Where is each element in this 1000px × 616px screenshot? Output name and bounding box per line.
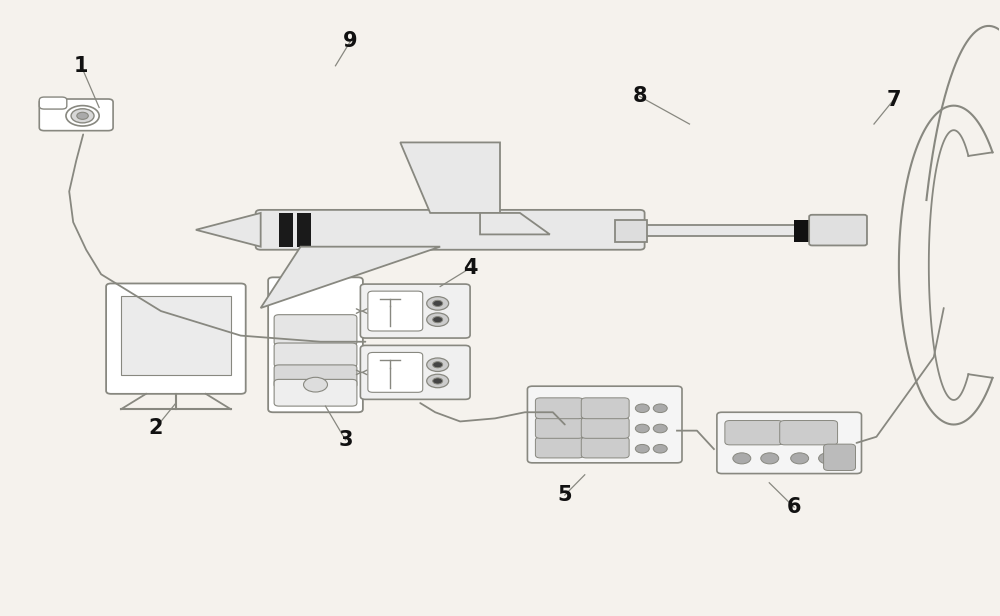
Polygon shape [480, 213, 550, 235]
Text: 8: 8 [632, 86, 647, 107]
FancyBboxPatch shape [360, 284, 470, 338]
Circle shape [433, 378, 443, 384]
Polygon shape [400, 142, 500, 213]
FancyBboxPatch shape [809, 215, 867, 245]
FancyBboxPatch shape [535, 398, 583, 419]
FancyBboxPatch shape [368, 291, 423, 331]
Text: 5: 5 [558, 485, 572, 505]
FancyBboxPatch shape [535, 418, 583, 439]
FancyBboxPatch shape [121, 296, 231, 376]
Polygon shape [261, 246, 440, 308]
Text: 2: 2 [149, 418, 163, 437]
FancyBboxPatch shape [274, 343, 357, 367]
Text: 3: 3 [338, 430, 353, 450]
Circle shape [433, 301, 443, 307]
FancyBboxPatch shape [106, 283, 246, 394]
Circle shape [427, 297, 449, 310]
FancyBboxPatch shape [274, 365, 357, 388]
Circle shape [635, 424, 649, 433]
Circle shape [653, 444, 667, 453]
Text: 4: 4 [463, 258, 477, 278]
FancyBboxPatch shape [535, 437, 583, 458]
Circle shape [819, 453, 837, 464]
FancyBboxPatch shape [39, 97, 67, 109]
Circle shape [66, 105, 99, 126]
Circle shape [427, 375, 449, 387]
FancyBboxPatch shape [780, 421, 838, 445]
Circle shape [71, 109, 94, 123]
FancyBboxPatch shape [725, 421, 783, 445]
Circle shape [635, 404, 649, 413]
Circle shape [77, 112, 88, 120]
Circle shape [433, 362, 443, 368]
FancyBboxPatch shape [824, 444, 856, 471]
FancyBboxPatch shape [360, 346, 470, 399]
FancyBboxPatch shape [279, 213, 293, 246]
Circle shape [427, 313, 449, 326]
Circle shape [761, 453, 779, 464]
Circle shape [653, 404, 667, 413]
FancyBboxPatch shape [581, 418, 629, 439]
Text: 6: 6 [787, 497, 801, 517]
Text: 1: 1 [74, 56, 88, 76]
FancyBboxPatch shape [368, 352, 423, 392]
Text: 7: 7 [887, 89, 901, 110]
Text: 9: 9 [343, 31, 358, 51]
Circle shape [304, 377, 327, 392]
FancyBboxPatch shape [527, 386, 682, 463]
Circle shape [635, 444, 649, 453]
FancyBboxPatch shape [39, 99, 113, 131]
FancyBboxPatch shape [268, 277, 363, 412]
Circle shape [427, 358, 449, 371]
FancyBboxPatch shape [274, 315, 357, 346]
FancyBboxPatch shape [581, 398, 629, 419]
Circle shape [791, 453, 809, 464]
FancyBboxPatch shape [274, 379, 357, 406]
Circle shape [733, 453, 751, 464]
Circle shape [653, 424, 667, 433]
FancyBboxPatch shape [297, 213, 311, 246]
Circle shape [433, 317, 443, 323]
FancyBboxPatch shape [640, 225, 819, 236]
FancyBboxPatch shape [615, 220, 647, 241]
FancyBboxPatch shape [581, 437, 629, 458]
FancyBboxPatch shape [717, 412, 861, 474]
FancyBboxPatch shape [794, 220, 812, 241]
FancyBboxPatch shape [256, 210, 645, 249]
Polygon shape [196, 213, 261, 246]
